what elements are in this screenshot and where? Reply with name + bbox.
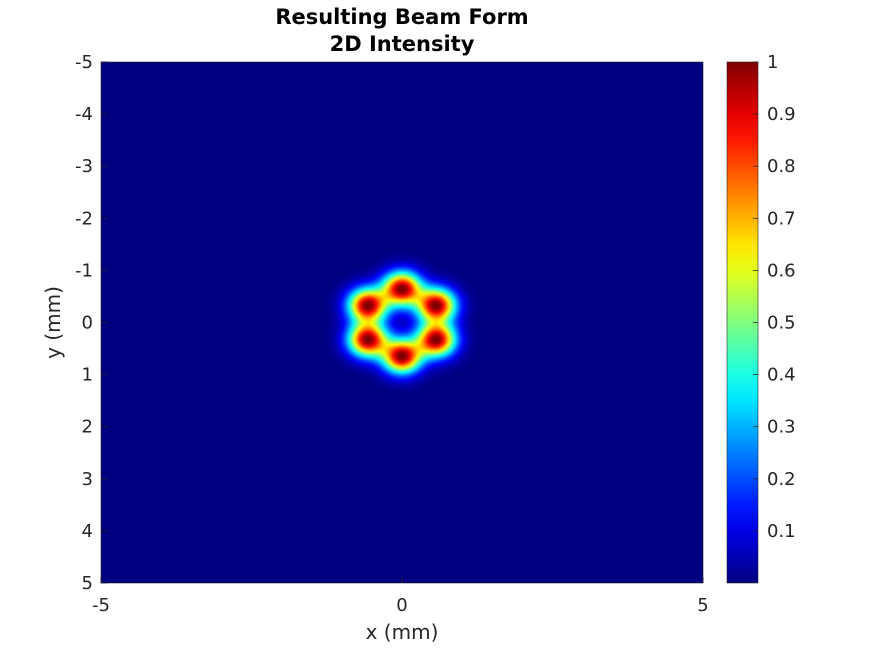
colorbar-tick-label: 0.7 [767,208,796,229]
plot-area [100,61,704,584]
colorbar-tick-label: 0.3 [767,417,796,438]
y-tick-label: 3 [82,469,93,490]
chart-title-line: Resulting Beam Form [275,5,528,29]
y-tick-label: 4 [82,521,93,542]
y-tick-label: -1 [75,260,93,281]
y-tick-label: -2 [75,208,93,229]
y-axis-label: y (mm) [41,286,65,359]
chart-title-line: 2D Intensity [330,32,475,56]
x-tick-label: -5 [92,595,110,616]
y-tick-label: 0 [82,313,93,334]
colorbar-tick-label: 0.2 [767,469,796,490]
x-tick-label: 5 [697,595,708,616]
chart-title: Resulting Beam Form 2D Intensity [275,5,528,56]
y-tick-label: 2 [82,417,93,438]
colorbar-tick-label: 1 [767,52,778,73]
colorbar-tick-label: 0.5 [767,313,796,334]
x-axis-label: x (mm) [366,620,439,644]
colorbar-ticks: 0.1 0.2 0.3 0.4 0.5 0.6 0.7 0.8 0.9 1 [753,52,796,542]
y-tick-label: -5 [75,52,93,73]
y-axis-ticks: -5 -4 -3 -2 -1 0 1 2 3 4 5 [75,52,107,594]
colorbar-tick-label: 0.4 [767,365,796,386]
y-tick-label: 1 [82,365,93,386]
colorbar-tick-label: 0.8 [767,156,796,177]
colorbar-tick-label: 0.1 [767,521,796,542]
intensity-heatmap [101,62,703,583]
y-tick-label: -4 [75,104,93,125]
colorbar-gradient [726,61,759,584]
x-axis-ticks: -5 0 5 [92,577,709,616]
colorbar-tick-label: 0.9 [767,104,796,125]
y-tick-label: -3 [75,156,93,177]
colorbar [726,61,759,584]
colorbar-tick-label: 0.6 [767,260,796,281]
y-tick-label: 5 [82,573,93,594]
x-tick-label: 0 [396,595,407,616]
